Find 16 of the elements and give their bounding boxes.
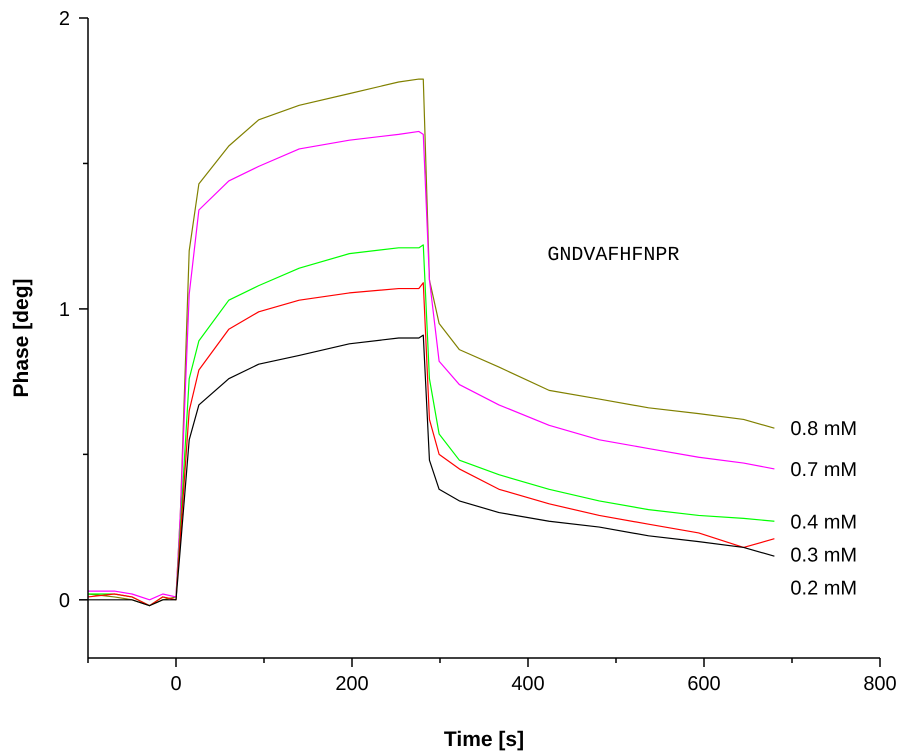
- x-tick-label: 800: [863, 673, 897, 695]
- series-label: 0.4 mM: [790, 511, 858, 534]
- x-tick-label: 0: [170, 673, 182, 695]
- y-tick-label: 0: [58, 590, 70, 612]
- series-label: 0.2 mM: [790, 577, 858, 600]
- annotation: GNDVAFHFNPR: [547, 244, 680, 267]
- y-tick-label: 2: [58, 8, 70, 30]
- series-label: 0.3 mM: [790, 544, 858, 566]
- series-label: 0.8 mM: [790, 418, 858, 440]
- x-tick-label: 200: [335, 673, 369, 695]
- x-axis-title: Time [s]: [444, 728, 524, 751]
- series-label: 0.7 mM: [790, 458, 858, 481]
- y-axis-title: Phase [deg]: [10, 278, 33, 398]
- x-tick-label: 400: [511, 673, 545, 695]
- x-tick-label: 600: [687, 673, 721, 695]
- y-tick-label: 1: [58, 298, 70, 321]
